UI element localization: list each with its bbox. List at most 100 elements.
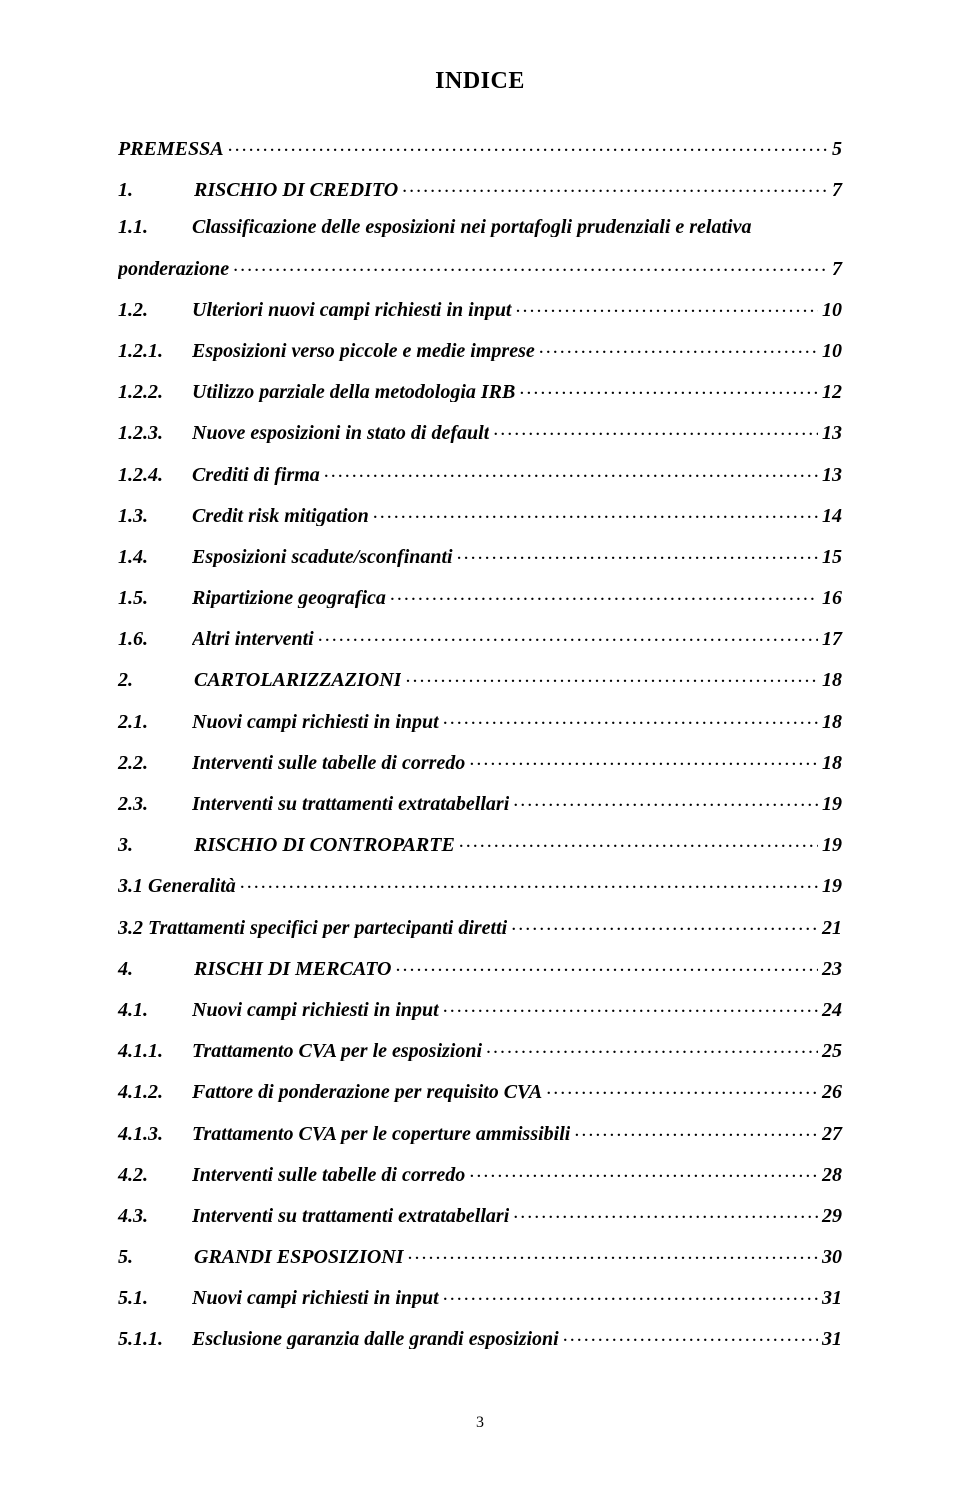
toc-leader-dots: [457, 543, 818, 563]
toc-entry-label: Interventi sulle tabelle di corredo: [192, 753, 465, 773]
toc-leader-dots: [443, 708, 818, 728]
toc-entry-page: 31: [822, 1329, 842, 1349]
toc-entry-label: Classificazione delle esposizioni nei po…: [192, 217, 751, 237]
toc-entry-page: 18: [822, 753, 842, 773]
toc-entry-label: PREMESSA: [118, 139, 224, 159]
toc-entry-number: 1.2.2.: [118, 382, 176, 402]
toc-leader-dots: [396, 955, 819, 975]
toc-entry-label: Nuove esposizioni in stato di default: [192, 423, 489, 443]
toc-leader-dots: [373, 502, 818, 522]
toc-entry-label: Interventi su trattamenti extratabellari: [192, 794, 509, 814]
toc-entry: 4.1.1.Trattamento CVA per le esposizioni…: [118, 1037, 842, 1061]
toc-entry: 4.2.Interventi sulle tabelle di corredo2…: [118, 1161, 842, 1185]
toc-entry: 1.3.Credit risk mitigation14: [118, 502, 842, 526]
toc-entry-label: Trattamento CVA per le coperture ammissi…: [192, 1124, 570, 1144]
toc-entry-number: 1.4.: [118, 547, 176, 567]
toc-leader-dots: [486, 1037, 818, 1057]
toc-entry-page: 15: [822, 547, 842, 567]
toc-entry-page: 10: [822, 300, 842, 320]
toc-entry: 4.3. Interventi su trattamenti extratabel…: [118, 1202, 842, 1226]
toc-leader-dots: [516, 296, 819, 316]
toc-entry: 3.1 Generalità19: [118, 872, 842, 896]
toc-entry-label: CARTOLARIZZAZIONI: [194, 670, 401, 690]
toc-entry-number: 4.1.3.: [118, 1124, 176, 1144]
toc-entry: 1.4.Esposizioni scadute/sconfinanti15: [118, 543, 842, 567]
toc-entry: 2.1.Nuovi campi richiesti in input18: [118, 708, 842, 732]
toc-entry-label: Altri interventi: [192, 629, 314, 649]
toc-entry: 1.2.Ulteriori nuovi campi richiesti in i…: [118, 296, 842, 320]
toc-entry-number: 4.3.: [118, 1206, 176, 1226]
toc-entry-page: 31: [822, 1288, 842, 1308]
toc-entry-page: 18: [822, 670, 842, 690]
toc-entry-number: 1.: [118, 180, 158, 200]
toc-entry-number: 5.1.: [118, 1288, 176, 1308]
toc-leader-dots: [233, 255, 828, 275]
toc-leader-dots: [443, 1284, 818, 1304]
page: INDICE PREMESSA51.RISCHIO DI CREDITO71.1…: [0, 0, 960, 1488]
toc-entry: 4.1.2.Fattore di ponderazione per requis…: [118, 1078, 842, 1102]
toc-entry-label: Interventi sulle tabelle di corredo: [192, 1165, 465, 1185]
toc-leader-dots: [240, 872, 818, 892]
toc-entry-number: 2.1.: [118, 712, 176, 732]
toc-entry: 2.3. Interventi su trattamenti extratabel…: [118, 790, 842, 814]
toc-leader-dots: [228, 135, 828, 155]
toc-entry-label: Ripartizione geografica: [192, 588, 386, 608]
toc-leader-dots: [390, 584, 818, 604]
toc-entry-label: Esclusione garanzia dalle grandi esposiz…: [192, 1329, 559, 1349]
toc-leader-dots: [408, 1243, 819, 1263]
toc-entry-label: Credit risk mitigation: [192, 506, 369, 526]
toc-entry-number: 5.1.1.: [118, 1329, 176, 1349]
toc-entry: 1.2.2.Utilizzo parziale della metodologi…: [118, 378, 842, 402]
toc-entry: 1.6. Altri interventi 17: [118, 625, 842, 649]
toc-entry: 1.1. Classificazione delle esposizioni ne…: [118, 217, 842, 237]
toc-entry-number: 2.3.: [118, 794, 176, 814]
toc-entry: 1.2.3. Nuove esposizioni in stato di defa…: [118, 419, 842, 443]
toc-entry-page: 13: [822, 465, 842, 485]
toc-leader-dots: [469, 1161, 818, 1181]
toc-entry-label: Esposizioni verso piccole e medie impres…: [192, 341, 535, 361]
toc-entry: 1.2.4.Crediti di firma13: [118, 461, 842, 485]
toc-entry: 4.RISCHI DI MERCATO23: [118, 955, 842, 979]
toc-entry-page: 12: [822, 382, 842, 402]
toc-entry-page: 27: [822, 1124, 842, 1144]
toc-entry-page: 18: [822, 712, 842, 732]
toc-entry: 4.1.Nuovi campi richiesti in input24: [118, 996, 842, 1020]
toc-entry-page: 17: [822, 629, 842, 649]
toc-entry-page: 26: [822, 1082, 842, 1102]
toc-entry-number: 1.6.: [118, 629, 176, 649]
toc-entry: 5.GRANDI ESPOSIZIONI30: [118, 1243, 842, 1267]
toc-entry-label: Interventi su trattamenti extratabellari: [192, 1206, 509, 1226]
toc-entry: 2.2.Interventi sulle tabelle di corredo1…: [118, 749, 842, 773]
toc-entry: 5.1.1. Esclusione garanzia dalle grandi e…: [118, 1325, 842, 1349]
toc-leader-dots: [574, 1120, 818, 1140]
page-number: 3: [0, 1414, 960, 1432]
toc-leader-dots: [513, 1202, 818, 1222]
toc-entry-number: 3.: [118, 835, 158, 855]
toc-leader-dots: [469, 749, 818, 769]
toc-entry: 1.RISCHIO DI CREDITO7: [118, 176, 842, 200]
toc-entry: 2. CARTOLARIZZAZIONI 18: [118, 666, 842, 690]
toc-entry-page: 16: [822, 588, 842, 608]
toc-leader-dots: [539, 337, 818, 357]
toc-entry-number: 5.: [118, 1247, 158, 1267]
toc-entry-number: 1.1.: [118, 217, 176, 237]
toc-entry-label: Ulteriori nuovi campi richiesti in input: [192, 300, 512, 320]
toc-entry-number: 1.2.3.: [118, 423, 176, 443]
toc-entry-page: 21: [822, 918, 842, 938]
toc-leader-dots: [324, 461, 818, 481]
table-of-contents: PREMESSA 5 1.RISCHIO DI CREDITO7 1.1. Classi…: [118, 135, 842, 1349]
toc-entry-page: 28: [822, 1165, 842, 1185]
toc-leader-dots: [318, 625, 818, 645]
toc-entry: ponderazione7: [118, 255, 842, 279]
toc-entry-label: RISCHIO DI CONTROPARTE: [194, 835, 455, 855]
toc-entry: 1.5.Ripartizione geografica16: [118, 584, 842, 608]
toc-entry-label: Fattore di ponderazione per requisito CV…: [192, 1082, 542, 1102]
page-title: INDICE: [118, 68, 842, 95]
toc-entry: 3.RISCHIO DI CONTROPARTE19: [118, 831, 842, 855]
toc-entry-page: 7: [832, 180, 842, 200]
toc-entry-number: 2.: [118, 670, 158, 690]
toc-leader-dots: [405, 666, 818, 686]
toc-entry: 3.2 Trattamenti specifici per partecipan…: [118, 914, 842, 938]
toc-leader-dots: [443, 996, 818, 1016]
toc-entry-page: 5: [832, 139, 842, 159]
